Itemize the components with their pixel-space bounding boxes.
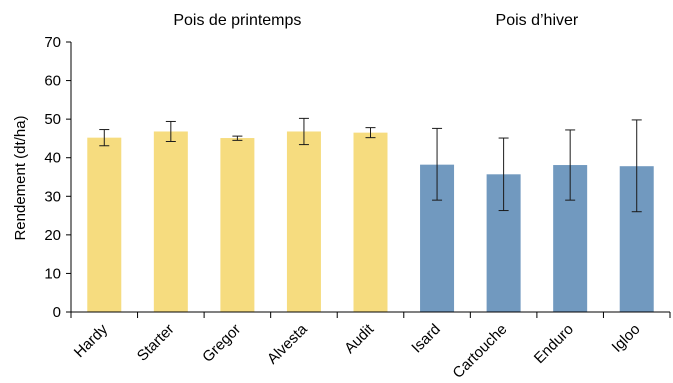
x-tick-label: Cartouche <box>449 321 510 382</box>
y-tick-label: 30 <box>44 188 61 205</box>
y-tick-label: 40 <box>44 150 61 167</box>
x-tick-label: Audit <box>341 320 378 357</box>
y-tick-label: 20 <box>44 227 61 244</box>
bar <box>153 131 188 312</box>
bar <box>220 138 255 312</box>
x-tick-label: Starter <box>134 321 178 365</box>
x-tick-label: Alvesta <box>264 320 311 367</box>
x-tick-label: Igloo <box>609 321 644 356</box>
y-tick-label: 50 <box>44 111 61 128</box>
x-tick-label: Isard <box>408 321 444 357</box>
group-label-0: Pois de printemps <box>173 12 301 29</box>
y-tick-label: 70 <box>44 34 61 51</box>
bar <box>353 132 388 312</box>
y-tick-label: 60 <box>44 73 61 90</box>
x-tick-label: Enduro <box>531 321 577 367</box>
y-tick-label: 10 <box>44 265 61 282</box>
x-tick-label: Hardy <box>71 320 112 361</box>
x-tick-label: Gregor <box>199 321 244 366</box>
group-label-1: Pois d’hiver <box>496 12 579 29</box>
bar <box>87 137 122 312</box>
y-tick-label: 0 <box>53 304 61 321</box>
y-axis-title: Rendement (dt/ha) <box>12 115 29 240</box>
bar <box>286 131 321 312</box>
